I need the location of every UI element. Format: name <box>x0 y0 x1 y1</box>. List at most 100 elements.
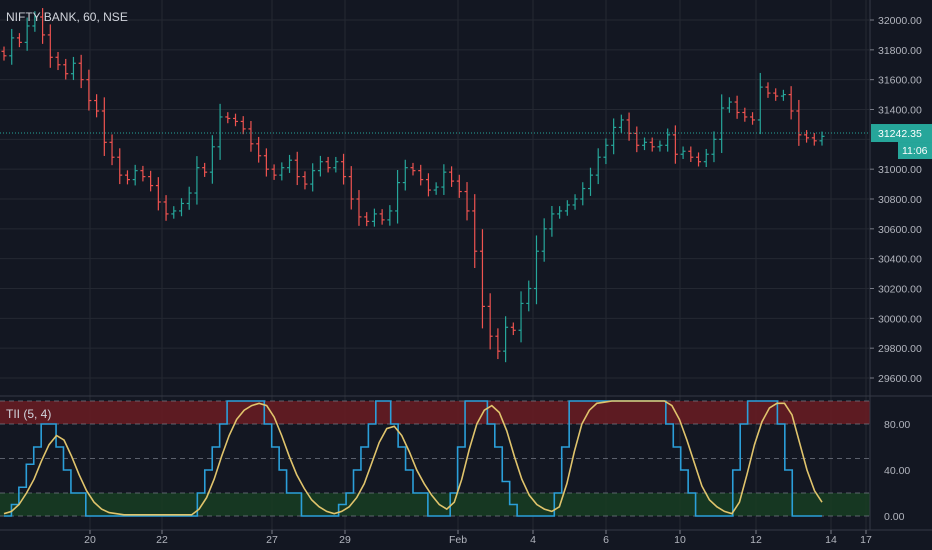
price-bar[interactable] <box>418 164 424 186</box>
price-bar[interactable] <box>263 148 269 177</box>
price-bar[interactable] <box>302 171 308 190</box>
price-bar[interactable] <box>317 155 323 177</box>
price-bar[interactable] <box>287 154 293 173</box>
price-bar[interactable] <box>503 316 509 363</box>
price-bar[interactable] <box>240 116 246 135</box>
price-bar[interactable] <box>819 131 825 146</box>
price-bar[interactable] <box>750 112 756 125</box>
price-bar[interactable] <box>510 322 516 336</box>
price-bar[interactable] <box>472 194 478 268</box>
price-bar[interactable] <box>40 8 46 44</box>
price-bar[interactable] <box>171 206 177 219</box>
symbol-label[interactable]: NIFTY BANK, 60, NSE <box>6 10 128 24</box>
price-bar[interactable] <box>16 33 22 48</box>
indicator-axis[interactable]: 80.00 40.00 0.00 <box>884 419 910 523</box>
price-bar[interactable] <box>186 186 192 210</box>
tii-series[interactable] <box>3 400 823 517</box>
price-axis[interactable]: 32000.00 31800.00 31600.00 31400.00 31000.00… <box>870 15 922 385</box>
price-bar[interactable] <box>294 151 300 186</box>
tii-signal-line[interactable] <box>3 400 823 516</box>
price-bar[interactable] <box>194 156 200 205</box>
price-bar[interactable] <box>163 195 169 221</box>
price-bar[interactable] <box>425 173 431 197</box>
price-bar[interactable] <box>63 58 69 80</box>
price-bar[interactable] <box>711 131 717 163</box>
price-bar[interactable] <box>148 170 154 192</box>
price-bar[interactable] <box>371 208 377 227</box>
price-bar[interactable] <box>757 72 763 135</box>
price-bar[interactable] <box>47 24 53 68</box>
price-bar[interactable] <box>611 118 617 155</box>
price-bar[interactable] <box>410 162 416 176</box>
price-bar[interactable] <box>788 86 794 120</box>
price-bar[interactable] <box>672 125 678 164</box>
price-bar[interactable] <box>495 328 501 360</box>
price-bar[interactable] <box>209 135 215 184</box>
price-bar[interactable] <box>124 170 130 185</box>
price-bar[interactable] <box>325 156 331 173</box>
indicator-label[interactable]: TII (5, 4) <box>6 407 51 421</box>
price-bar[interactable] <box>557 206 563 219</box>
price-bar[interactable] <box>603 138 609 165</box>
price-bar[interactable] <box>541 218 547 262</box>
price-bar[interactable] <box>780 89 786 101</box>
price-bar[interactable] <box>464 182 470 221</box>
price-bar[interactable] <box>256 136 262 163</box>
price-bar[interactable] <box>765 82 771 98</box>
price-bar[interactable] <box>402 159 408 191</box>
price-bar[interactable] <box>248 120 254 152</box>
price-series[interactable] <box>1 8 825 363</box>
price-bar[interactable] <box>217 103 223 160</box>
price-bar[interactable] <box>804 130 810 143</box>
price-bar[interactable] <box>449 166 455 187</box>
price-bar[interactable] <box>680 146 686 160</box>
price-bar[interactable] <box>703 148 709 168</box>
price-bar[interactable] <box>178 198 184 217</box>
price-bar[interactable] <box>364 212 370 227</box>
price-bar[interactable] <box>479 229 485 329</box>
price-bar[interactable] <box>32 11 38 32</box>
price-bar[interactable] <box>86 69 92 111</box>
price-bar[interactable] <box>70 56 76 81</box>
price-bar[interactable] <box>549 206 555 237</box>
price-bar[interactable] <box>580 182 586 206</box>
price-bar[interactable] <box>333 156 339 173</box>
price-bar[interactable] <box>387 205 393 226</box>
price-bar[interactable] <box>117 148 123 185</box>
price-bar[interactable] <box>132 164 138 186</box>
price-bar[interactable] <box>618 114 624 133</box>
price-bar[interactable] <box>773 88 779 101</box>
price-bar[interactable] <box>356 190 362 226</box>
price-bar[interactable] <box>811 133 817 146</box>
price-bar[interactable] <box>379 209 385 225</box>
price-bar[interactable] <box>572 194 578 210</box>
price-bar[interactable] <box>341 153 347 185</box>
price-bar[interactable] <box>202 162 208 177</box>
price-bar[interactable] <box>233 113 239 127</box>
price-bar[interactable] <box>24 17 30 51</box>
price-bar[interactable] <box>348 166 354 210</box>
price-bar[interactable] <box>271 164 277 180</box>
price-bar[interactable] <box>642 137 648 151</box>
price-bar[interactable] <box>140 165 146 182</box>
price-bar[interactable] <box>526 280 532 312</box>
price-bar[interactable] <box>719 94 725 153</box>
tii-step-line[interactable] <box>4 400 822 517</box>
price-bar[interactable] <box>55 51 61 71</box>
price-bar[interactable] <box>665 128 671 152</box>
price-bar[interactable] <box>487 293 493 350</box>
price-bar[interactable] <box>734 95 740 119</box>
price-bar[interactable] <box>109 134 115 166</box>
price-bar[interactable] <box>688 146 694 163</box>
price-bar[interactable] <box>533 235 539 305</box>
time-axis[interactable]: 20 22 27 29 Feb 4 6 10 12 14 17 <box>84 530 872 546</box>
price-bar[interactable] <box>395 169 401 224</box>
price-bar[interactable] <box>587 167 593 196</box>
price-bar[interactable] <box>742 107 748 122</box>
price-bar[interactable] <box>518 291 524 343</box>
price-bar[interactable] <box>310 163 316 192</box>
price-bar[interactable] <box>101 97 107 156</box>
price-bar[interactable] <box>696 152 702 167</box>
price-bar[interactable] <box>441 164 447 195</box>
